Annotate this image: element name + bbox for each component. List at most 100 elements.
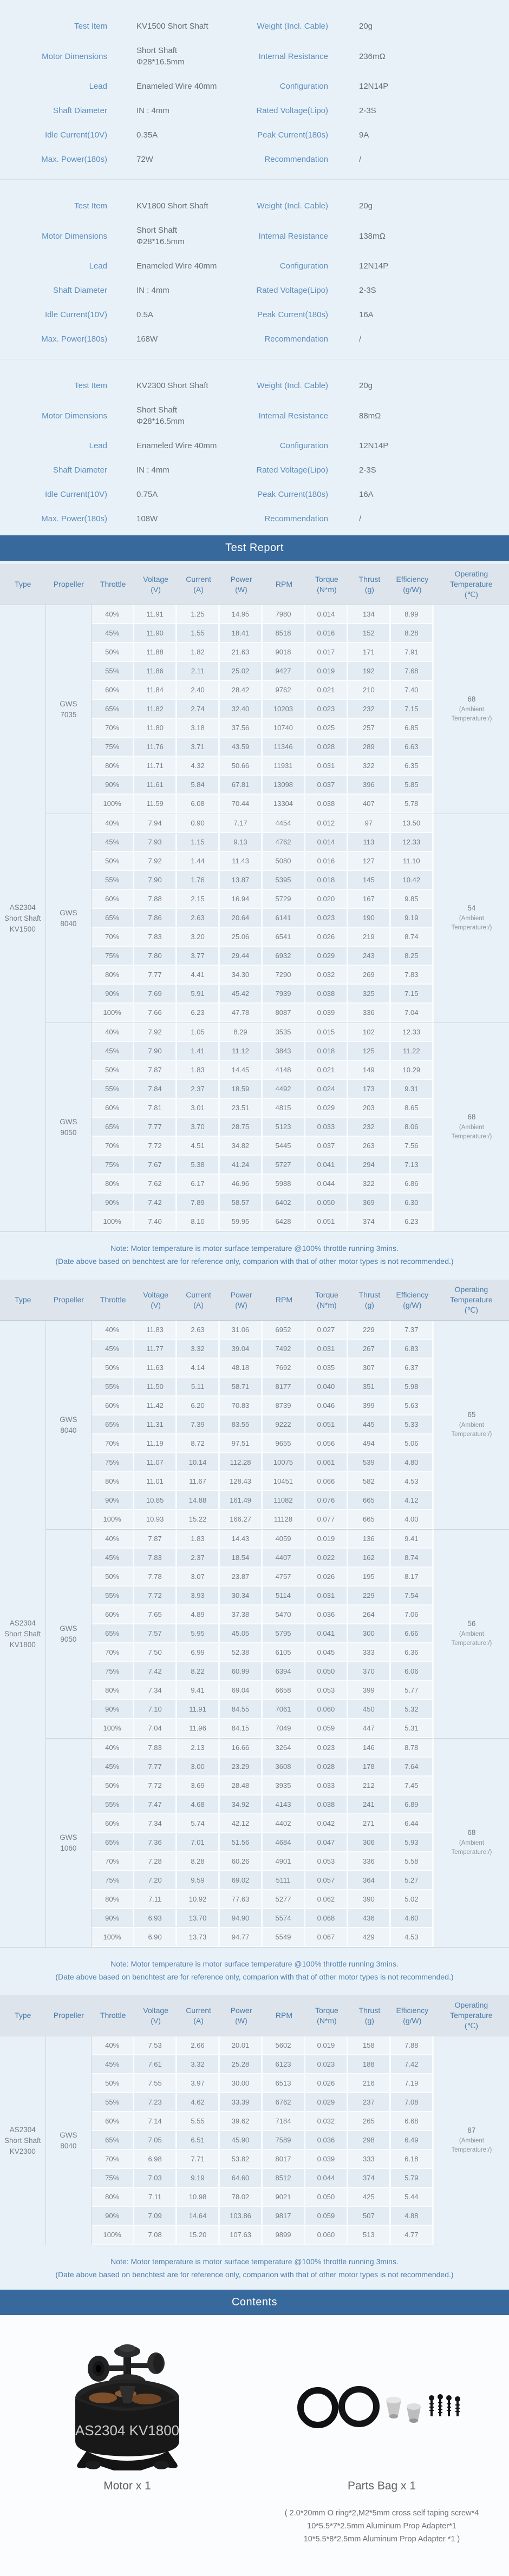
data-cell: 0.053	[305, 1852, 348, 1871]
data-cell: 84.55	[220, 1700, 263, 1719]
data-cell: 7.04	[390, 1004, 434, 1022]
data-cell: 40%	[92, 605, 135, 624]
data-cell: 7.14	[134, 2112, 178, 2131]
data-cell: 11.43	[220, 852, 263, 871]
data-cell: 3264	[263, 1738, 305, 1758]
data-cell: 300	[348, 1624, 391, 1643]
spec-table-kv1800: Test Item KV1800 Short Shaft Weight (Incl.…	[0, 180, 509, 356]
data-cell: 45%	[92, 1042, 135, 1061]
data-cell: 11.31	[134, 1415, 178, 1434]
data-cell: 6.06	[390, 1662, 434, 1681]
data-cell: 0.019	[305, 1529, 348, 1549]
spec-label: Recommendation	[264, 514, 328, 523]
report-table-kv2300: Type Propeller Throttle Voltage (V) Current (A…	[0, 1995, 509, 2245]
test-report-table: Type Propeller Throttle Voltage (V) Current (A…	[0, 1280, 509, 1948]
spec-value: /	[359, 155, 362, 164]
operating-temperature: 87 (Ambient Temperature:/)	[433, 2036, 509, 2245]
report-row: 70% 7.83 3.20 25.06 6541 0.026 219 8.74	[0, 928, 509, 947]
data-cell: 7.11	[134, 1890, 178, 1909]
data-cell: 8518	[263, 624, 305, 643]
data-cell: 7.53	[134, 2036, 178, 2055]
data-cell: 294	[348, 1156, 391, 1175]
report-row: 75% 11.07 10.14 112.28 10075 0.061 539 4.80	[0, 1453, 509, 1472]
data-cell: 28.75	[220, 1118, 263, 1137]
spec-row: Max. Power(180s) 168W Recommendation /	[0, 327, 509, 351]
temperature-note: (Ambient Temperature:/)	[451, 1124, 492, 1140]
test-report-table: Type Propeller Throttle Voltage (V) Current (A…	[0, 564, 509, 1232]
data-cell: 5277	[263, 1890, 305, 1909]
data-cell: 7.50	[134, 1643, 178, 1662]
spec-row: Test Item KV1500 Short Shaft Weight (Incl.…	[0, 14, 509, 38]
data-cell: 4143	[263, 1795, 305, 1814]
data-cell: 70%	[92, 928, 135, 947]
data-cell: 28.48	[220, 1777, 263, 1795]
data-cell: 390	[348, 1890, 391, 1909]
data-cell: 55%	[92, 1795, 135, 1814]
data-cell: 10.93	[134, 1510, 178, 1529]
spec-value: 12N14P	[359, 441, 389, 450]
data-cell: 90%	[92, 1909, 135, 1928]
data-cell: 0.018	[305, 871, 348, 890]
data-cell: 192	[348, 662, 391, 681]
data-cell: 5602	[263, 2036, 305, 2055]
data-cell: 0.026	[305, 2074, 348, 2093]
data-cell: 20.01	[220, 2036, 263, 2055]
spec-value: 20g	[359, 381, 373, 390]
data-cell: 11.67	[177, 1472, 220, 1491]
data-cell: 3.69	[177, 1777, 220, 1795]
data-cell: 50%	[92, 1568, 135, 1587]
data-cell: 134	[348, 605, 391, 624]
data-cell: 60%	[92, 1099, 135, 1118]
data-cell: 0.039	[305, 2150, 348, 2169]
data-cell: 1.83	[177, 1061, 220, 1080]
data-cell: 55%	[92, 662, 135, 681]
data-cell: 90%	[92, 985, 135, 1004]
data-cell: 10451	[263, 1472, 305, 1491]
spec-row: Test Item KV1800 Short Shaft Weight (Incl.…	[0, 194, 509, 218]
data-cell: 11.82	[134, 700, 178, 719]
data-cell: 3935	[263, 1777, 305, 1795]
spec-label: Internal Resistance	[258, 411, 328, 421]
data-cell: 4402	[263, 1814, 305, 1833]
data-cell: 369	[348, 1194, 391, 1212]
data-cell: 11.01	[134, 1472, 178, 1491]
data-cell: 55%	[92, 1587, 135, 1605]
data-cell: 8512	[263, 2169, 305, 2188]
spec-label: Test Item	[74, 201, 107, 211]
data-cell: 7.89	[177, 1194, 220, 1212]
data-cell: 2.66	[177, 2036, 220, 2055]
data-cell: 70.44	[220, 795, 263, 814]
data-cell: 0.023	[305, 1738, 348, 1758]
column-header: Current (A)	[177, 564, 220, 605]
report-row: 55% 7.47 4.68 34.92 4143 0.038 241 6.89	[0, 1795, 509, 1814]
column-header: Throttle	[92, 1995, 135, 2036]
data-cell: 5.77	[390, 1681, 434, 1700]
data-cell: 7.87	[134, 1061, 178, 1080]
data-cell: 0.050	[305, 1194, 348, 1212]
data-cell: 0.020	[305, 890, 348, 909]
report-row: 50% 7.78 3.07 23.87 4757 0.026 195 8.17	[0, 1568, 509, 1587]
data-cell: 0.012	[305, 814, 348, 833]
prop-adapter	[386, 2397, 401, 2418]
data-cell: 7.69	[134, 985, 178, 1004]
data-cell: 298	[348, 2131, 391, 2150]
data-cell: 152	[348, 624, 391, 643]
spec-label: Peak Current(180s)	[257, 130, 328, 140]
data-cell: 264	[348, 1605, 391, 1624]
data-cell: 6541	[263, 928, 305, 947]
report-row: GWS 9050 40% 7.92 1.05 8.29 3535 0.015 102 12.33 6…	[0, 1022, 509, 1231]
report-row: AS2304 Short Shaft KV2300 GWS 8040 40% 7.53 2.6…	[0, 2036, 509, 2245]
data-cell: 7.62	[134, 1175, 178, 1194]
spec-value: 2-3S	[359, 106, 376, 115]
data-cell: 39.04	[220, 1340, 263, 1359]
data-cell: 6.68	[390, 2112, 434, 2131]
data-cell: 6.63	[390, 738, 434, 757]
note-line-2: (Date above based on benchtest are for r…	[55, 1972, 454, 1981]
data-cell: 188	[348, 2055, 391, 2074]
data-cell: 7.77	[134, 1118, 178, 1137]
data-cell: 75%	[92, 947, 135, 966]
data-cell: 5574	[263, 1909, 305, 1928]
data-cell: 23.51	[220, 1099, 263, 1118]
data-cell: 11.91	[177, 1700, 220, 1719]
spec-value: Short Shaft Φ28*16.5mm	[136, 226, 185, 246]
